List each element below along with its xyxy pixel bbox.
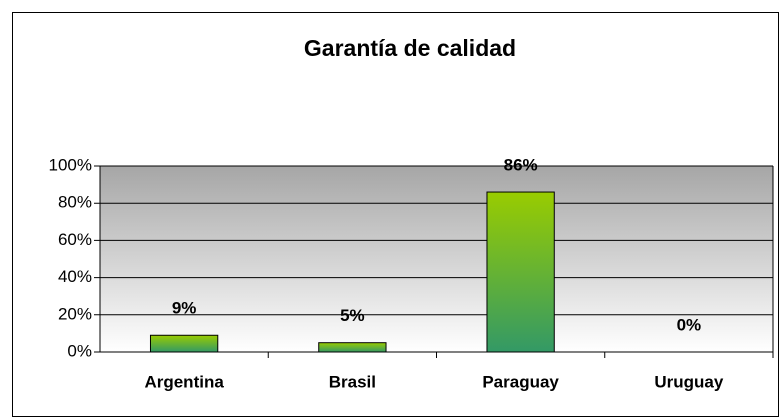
y-tick-label: 60% — [58, 230, 92, 249]
x-tick-label: Uruguay — [654, 372, 724, 391]
bar — [486, 191, 555, 353]
bar — [318, 342, 387, 353]
y-tick-label: 80% — [58, 193, 92, 212]
plot-area — [100, 166, 773, 352]
value-label: 86% — [504, 156, 538, 175]
value-label: 5% — [340, 306, 365, 325]
x-tick-label: Paraguay — [482, 372, 559, 391]
value-label: 9% — [172, 299, 197, 318]
x-tick-label: Argentina — [144, 372, 224, 391]
x-tick-label: Brasil — [329, 372, 376, 391]
y-tick-label: 100% — [49, 155, 92, 174]
y-tick-label: 40% — [58, 267, 92, 286]
bar — [149, 334, 219, 353]
y-tick-label: 0% — [67, 341, 92, 360]
value-label: 0% — [677, 315, 702, 334]
y-tick-label: 20% — [58, 304, 92, 323]
chart-title: Garantía de calidad — [304, 35, 516, 61]
